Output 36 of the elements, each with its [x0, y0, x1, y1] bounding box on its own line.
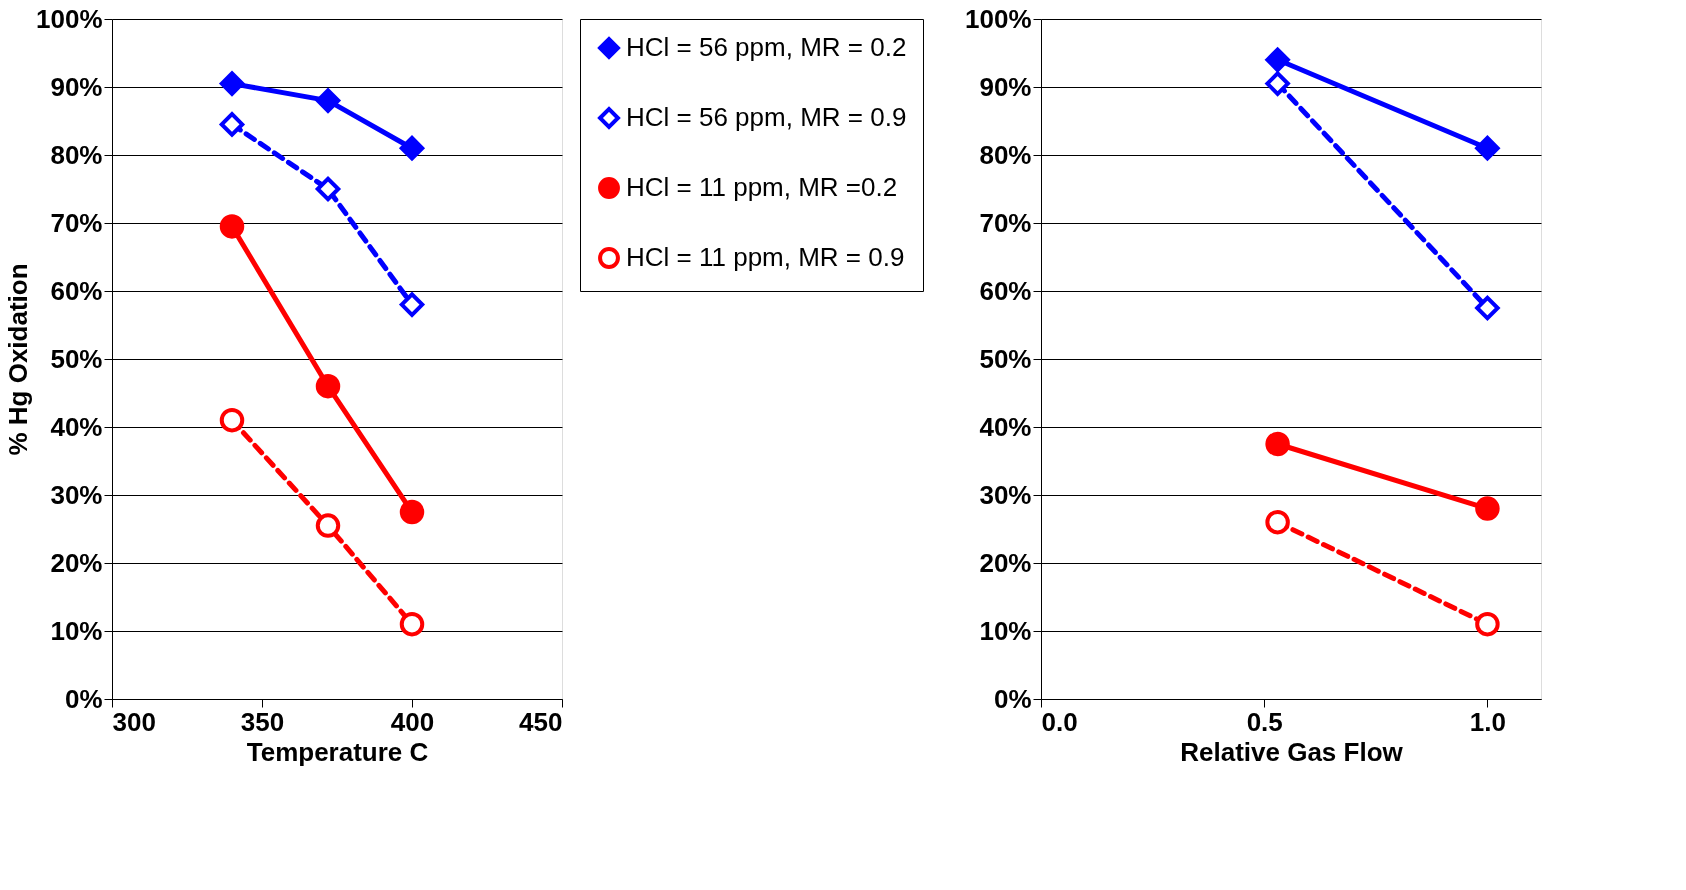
y-tick-label: 40% — [979, 411, 1032, 442]
y-tick-label: 90% — [50, 71, 103, 102]
y-axis-title: % Hg Oxidation — [3, 263, 33, 456]
y-tick-label: 100% — [36, 3, 103, 34]
y-tick-label: 60% — [50, 275, 103, 306]
y-tick-label: 60% — [979, 275, 1032, 306]
x-tick-label: 0.5 — [1246, 706, 1283, 737]
legend-label: HCl = 11 ppm, MR = 0.9 — [626, 242, 905, 272]
x-tick-label: 300 — [112, 706, 156, 737]
y-tick-label: 10% — [50, 615, 103, 646]
x-tick-label: 450 — [519, 706, 563, 737]
y-tick-label: 90% — [979, 71, 1032, 102]
y-tick-label: 80% — [979, 139, 1032, 170]
legend-label: HCl = 11 ppm, MR =0.2 — [626, 172, 898, 202]
y-tick-label: 80% — [50, 139, 103, 170]
y-tick-label: 30% — [50, 479, 103, 510]
x-axis-title: Temperature C — [246, 736, 429, 767]
x-axis-title: Relative Gas Flow — [1180, 736, 1404, 767]
y-tick-label: 70% — [50, 207, 103, 238]
y-tick-label: 0% — [993, 683, 1032, 714]
y-tick-label: 50% — [50, 343, 103, 374]
legend-label: HCl = 56 ppm, MR = 0.9 — [626, 102, 907, 132]
y-tick-label: 30% — [979, 479, 1032, 510]
y-tick-label: 20% — [979, 547, 1032, 578]
y-tick-label: 70% — [979, 207, 1032, 238]
y-tick-label: 10% — [979, 615, 1032, 646]
y-tick-label: 0% — [64, 683, 103, 714]
y-tick-label: 100% — [965, 3, 1032, 34]
x-tick-label: 1.0 — [1469, 706, 1507, 737]
x-tick-label: 0.0 — [1041, 706, 1078, 737]
legend-label: HCl = 56 ppm, MR = 0.2 — [626, 32, 907, 62]
y-tick-label: 50% — [979, 343, 1032, 374]
y-tick-label: 40% — [50, 411, 103, 442]
x-tick-label: 350 — [240, 706, 285, 737]
x-tick-label: 400 — [390, 706, 435, 737]
y-tick-label: 20% — [50, 547, 103, 578]
